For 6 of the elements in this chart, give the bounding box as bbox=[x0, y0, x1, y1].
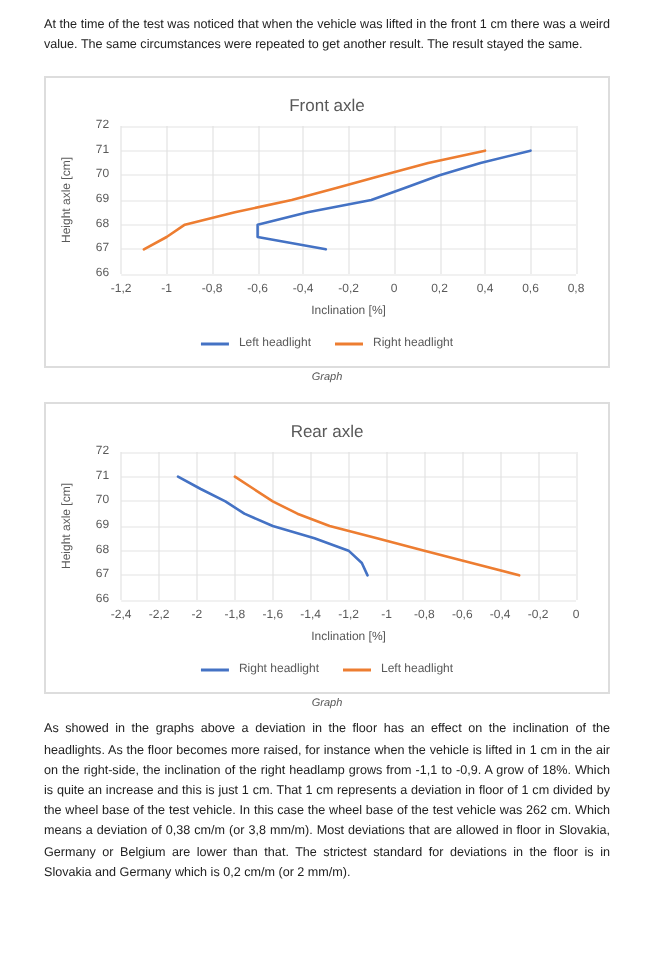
chart-title: Front axle bbox=[289, 95, 366, 116]
line-series bbox=[176, 476, 369, 578]
line-series bbox=[233, 476, 521, 578]
line-series bbox=[256, 150, 532, 252]
line-series bbox=[142, 150, 487, 252]
chart-title: Rear axle bbox=[290, 421, 364, 442]
